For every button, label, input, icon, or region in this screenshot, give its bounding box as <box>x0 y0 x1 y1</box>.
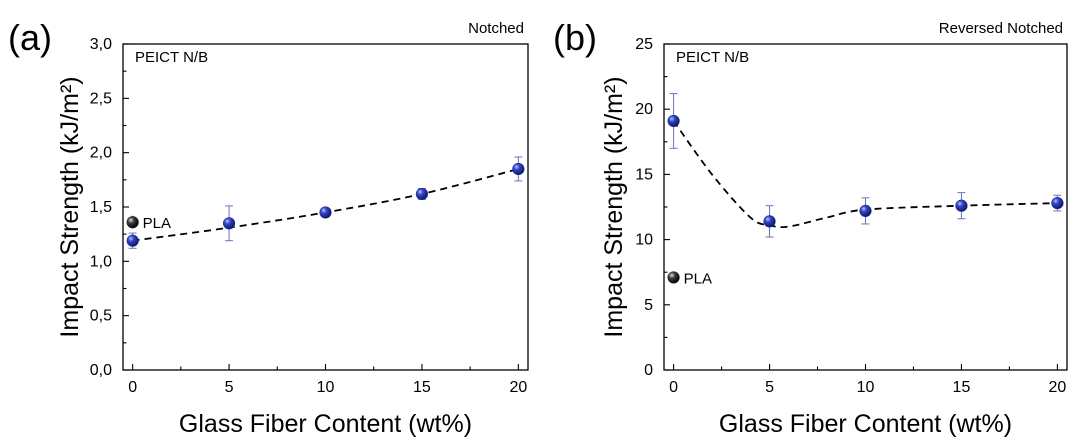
panel-label: (b) <box>553 17 597 58</box>
x-tick-label: 20 <box>1049 379 1067 396</box>
reference-point <box>126 216 139 229</box>
y-tick-label: 5 <box>644 297 653 314</box>
x-tick-label: 15 <box>413 379 431 396</box>
data-point <box>667 114 680 128</box>
x-tick-label: 20 <box>509 379 527 396</box>
y-tick-label: 0,5 <box>90 308 112 325</box>
y-tick-label: 2,0 <box>90 145 112 162</box>
y-tick-label: 3,0 <box>90 36 112 53</box>
x-tick-label: 5 <box>765 379 774 396</box>
x-axis-title: Glass Fiber Content (wt%) <box>179 410 472 438</box>
data-point <box>763 215 776 228</box>
reference-point <box>667 271 680 284</box>
y-axis-title: Impact Strength (kJ/m²) <box>600 76 628 337</box>
chart-panel-b: 0 5 10 15 20 25 0 5 10 15 20 Glass Fiber Content (w… <box>553 17 1068 438</box>
chart-title: Reversed Notched <box>939 20 1063 37</box>
y-tick-label: 0 <box>644 362 653 379</box>
data-point <box>319 206 332 219</box>
y-tick-label: 25 <box>635 36 653 53</box>
y-tick-label: 0,0 <box>90 362 112 379</box>
chart-panel-a: 0,0 0,5 1,0 1,5 2,0 2,5 3,0 0 5 10 15 20 Glass Fiber… <box>8 17 529 438</box>
chart-title: Notched <box>468 20 524 37</box>
data-point <box>955 199 968 212</box>
inner-label: PEICT N/B <box>135 49 208 66</box>
y-tick-label: 10 <box>635 232 653 249</box>
data-point <box>415 187 429 201</box>
reference-label: PLA <box>684 270 712 287</box>
y-axis-title: Impact Strength (kJ/m²) <box>56 76 84 337</box>
x-tick-label: 10 <box>317 379 335 396</box>
inner-label: PEICT N/B <box>676 49 749 66</box>
y-tick-label: 1,5 <box>90 199 112 216</box>
fit-curve <box>672 120 1058 229</box>
x-tick-label: 10 <box>857 379 875 396</box>
data-point <box>126 234 139 247</box>
x-axis-title: Glass Fiber Content (wt%) <box>719 410 1012 438</box>
data-point <box>859 204 872 218</box>
x-tick-label: 5 <box>225 379 234 396</box>
y-tick-label: 2,5 <box>90 90 112 107</box>
x-tick-label: 0 <box>128 379 137 396</box>
data-point <box>1051 196 1064 210</box>
y-tick-label: 15 <box>635 166 653 183</box>
data-point <box>512 162 525 176</box>
fit-curve <box>132 168 519 242</box>
x-tick-label: 15 <box>953 379 971 396</box>
y-tick-label: 1,0 <box>90 253 112 270</box>
x-tick-label: 0 <box>669 379 678 396</box>
reference-label: PLA <box>143 215 171 232</box>
panel-label: (a) <box>8 17 52 58</box>
data-point <box>222 217 236 230</box>
y-tick-label: 20 <box>635 101 653 118</box>
